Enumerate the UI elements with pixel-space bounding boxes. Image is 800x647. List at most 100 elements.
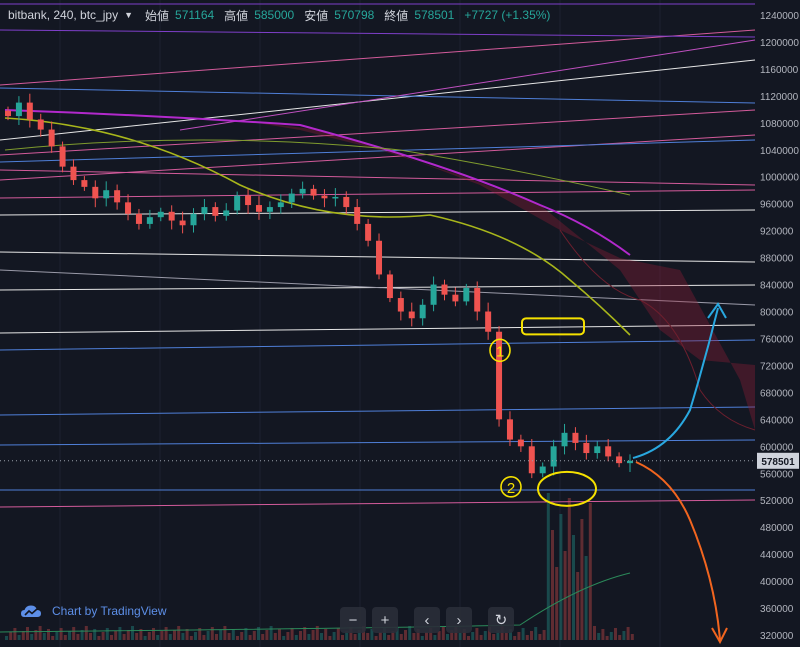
- high-value: 585000: [254, 8, 295, 22]
- volume-bar: [244, 628, 248, 640]
- volume-bar: [84, 626, 88, 640]
- annotation-label-1: 1: [496, 343, 504, 360]
- y-tick-label: 760000: [760, 334, 794, 345]
- brand-label[interactable]: Chart by TradingView: [52, 604, 167, 618]
- low-label: 安値: [304, 8, 329, 23]
- y-tick-label: 560000: [760, 469, 794, 480]
- scroll-right-button[interactable]: ›: [446, 607, 472, 633]
- volume-bar: [156, 635, 160, 640]
- candle: [365, 223, 372, 241]
- candle: [627, 460, 633, 464]
- bearish-arrowhead: [711, 627, 728, 645]
- volume-bar: [227, 633, 231, 640]
- tradingview-brand[interactable]: Chart by TradingView: [20, 603, 167, 619]
- volume-bar: [391, 631, 395, 640]
- volume-bar: [525, 635, 529, 640]
- volume-bar: [517, 632, 521, 640]
- candle: [114, 190, 121, 203]
- chart-header: bitbank, 240, btc_jpy ▼ 始値 571164 高値 585…: [8, 6, 550, 24]
- volume-bar: [17, 635, 21, 640]
- volume-bar: [320, 633, 323, 640]
- volume-bar: [349, 627, 353, 640]
- annotation-circle-1: [489, 338, 511, 363]
- candle: [103, 190, 110, 199]
- volume-bar: [324, 629, 328, 640]
- trend-line: [0, 339, 756, 351]
- volume-bar: [173, 630, 176, 640]
- candle: [572, 432, 579, 443]
- candle: [332, 196, 339, 199]
- volume-bar: [483, 631, 487, 640]
- volume-bar: [206, 631, 210, 640]
- zoom-out-button[interactable]: −: [340, 607, 366, 633]
- candle: [190, 213, 197, 226]
- volume-bar: [315, 626, 319, 640]
- volume-bar: [475, 628, 479, 640]
- volume-bar: [341, 635, 344, 640]
- candle: [255, 205, 262, 212]
- last-price-badge: [757, 452, 799, 469]
- volume-bar: [563, 551, 567, 640]
- volume-bar: [26, 627, 29, 640]
- candle: [550, 446, 557, 467]
- candle: [168, 211, 175, 221]
- trend-line: [0, 406, 756, 416]
- volume-bar: [160, 631, 164, 640]
- volume-bar: [261, 634, 265, 640]
- trend-line: [0, 87, 756, 104]
- volume-bar: [538, 634, 542, 640]
- volume-bar: [114, 631, 118, 640]
- volume-bar: [168, 634, 172, 640]
- volume-bar: [265, 630, 269, 640]
- annotation-circle-2: [500, 476, 522, 498]
- candle: [277, 202, 284, 208]
- volume-bar: [345, 631, 349, 640]
- volume-bar: [38, 626, 42, 640]
- y-tick-label: 720000: [760, 361, 794, 372]
- volume-bar: [290, 628, 294, 640]
- candle: [179, 220, 186, 226]
- reset-button[interactable]: ↻: [488, 607, 514, 633]
- open-value: 571164: [175, 8, 215, 22]
- trend-line: [0, 29, 756, 86]
- candle: [135, 213, 142, 224]
- trend-line: [0, 29, 756, 38]
- symbol-label[interactable]: bitbank, 240, btc_jpy: [8, 8, 119, 22]
- volume-bar: [215, 634, 218, 640]
- volume-bar: [147, 632, 151, 640]
- zoom-in-button[interactable]: +: [372, 607, 398, 633]
- y-tick-label: 520000: [760, 496, 794, 507]
- candle: [212, 207, 219, 216]
- volume-bar: [231, 629, 235, 640]
- candle: [321, 195, 328, 199]
- trend-line: [0, 209, 756, 216]
- volume-bar: [593, 626, 596, 640]
- candle: [5, 110, 11, 117]
- volume-bar: [42, 633, 46, 640]
- volume-bar: [605, 636, 609, 640]
- candle: [376, 240, 383, 275]
- volume-bar: [9, 632, 13, 640]
- candle: [517, 439, 524, 447]
- volume-bar: [223, 626, 227, 640]
- volume-bar: [555, 567, 559, 640]
- volume-bar: [55, 632, 59, 640]
- volume-bar: [492, 634, 496, 640]
- volume-bar: [408, 626, 412, 640]
- candle: [37, 119, 44, 130]
- volume-bar: [454, 626, 458, 640]
- volume-bar: [185, 629, 189, 640]
- candle: [452, 294, 459, 302]
- volume-bar: [374, 636, 378, 640]
- volume-bar: [311, 630, 315, 640]
- y-tick-label: 960000: [760, 200, 794, 211]
- candle: [408, 311, 415, 319]
- volume-bar: [286, 632, 290, 640]
- volume-bar: [76, 634, 80, 640]
- cloud-logo-icon: [21, 605, 41, 617]
- volume-bar: [521, 628, 525, 640]
- y-tick-label: 640000: [760, 415, 794, 426]
- scroll-left-button[interactable]: ‹: [414, 607, 440, 633]
- chevron-down-icon[interactable]: ▼: [124, 10, 133, 20]
